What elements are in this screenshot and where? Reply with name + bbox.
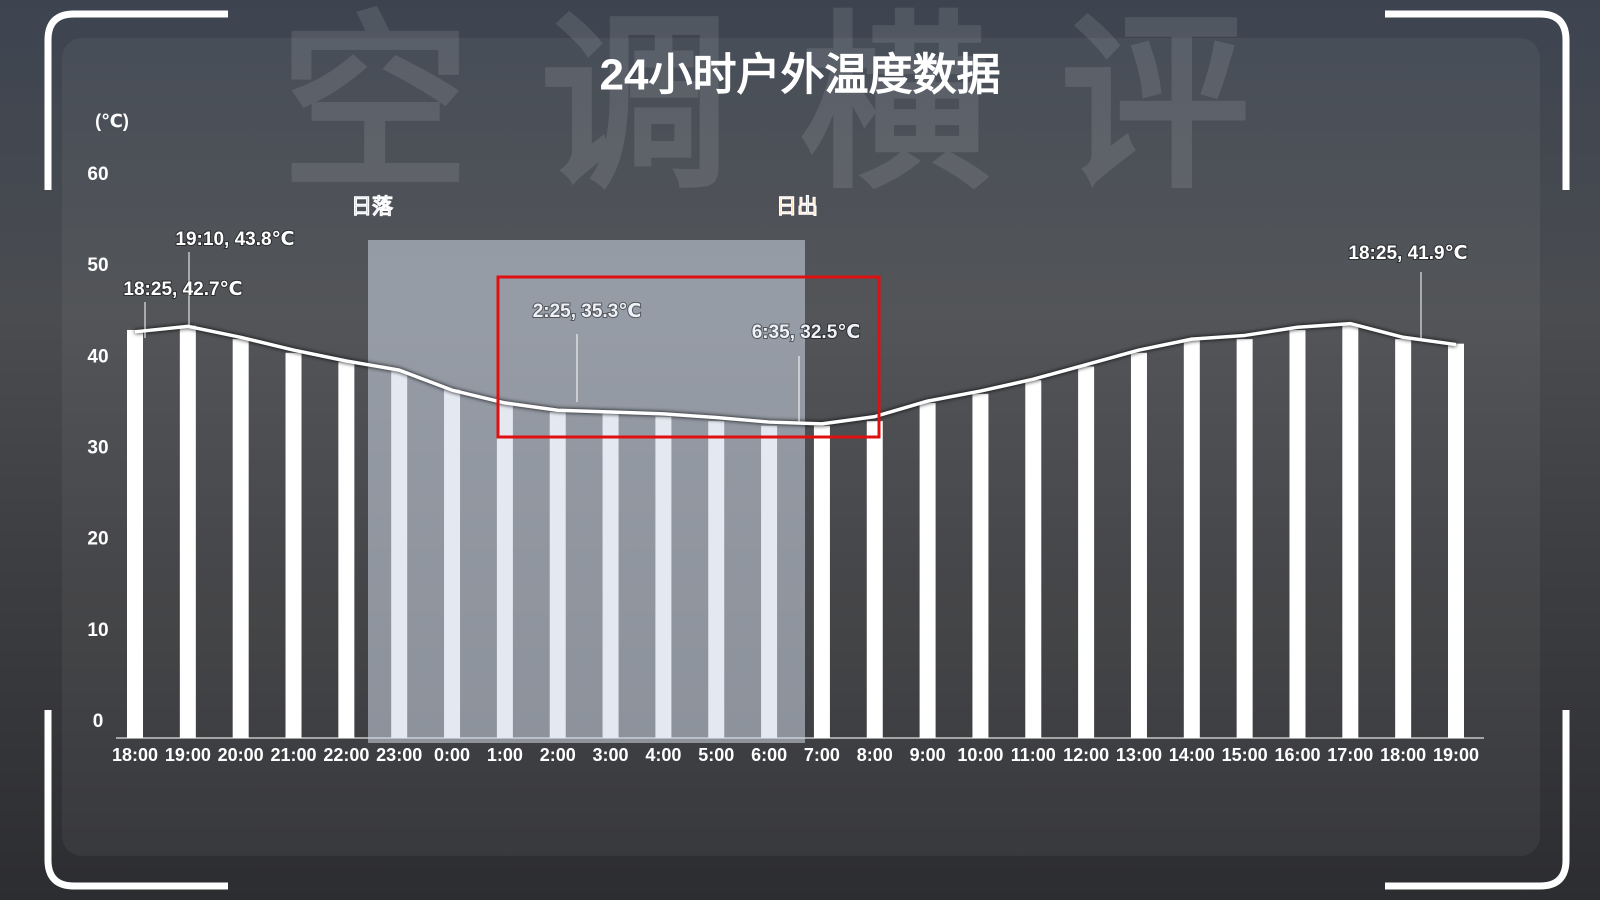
bar xyxy=(1289,329,1306,738)
annotation: 2:25, 35.3℃ xyxy=(533,301,642,322)
chart-title: 24小时户外温度数据 xyxy=(600,51,1001,100)
x-tick-label: 8:00 xyxy=(857,745,893,765)
night-shade xyxy=(368,240,805,743)
bar xyxy=(1078,366,1095,738)
bar xyxy=(1342,325,1359,738)
bar xyxy=(1448,343,1464,738)
highlight-box xyxy=(496,275,881,439)
bar xyxy=(919,402,936,738)
bar xyxy=(813,425,830,738)
y-tick-label: 30 xyxy=(87,438,108,459)
x-tick-label: 11:00 xyxy=(1011,745,1056,765)
x-tick-label: 22:00 xyxy=(323,745,369,765)
y-tick-label: 20 xyxy=(87,529,108,550)
x-tick-label: 18:00 xyxy=(1380,745,1426,765)
x-tick-label: 12:00 xyxy=(1063,745,1109,765)
bar xyxy=(232,339,249,738)
watermark: 空调横评 xyxy=(280,0,1320,211)
x-tick-label: 0:00 xyxy=(434,745,470,765)
x-tick-label: 10:00 xyxy=(957,745,1003,765)
annotation: 18:25, 42.7℃ xyxy=(123,279,242,300)
y-tick-label: 50 xyxy=(87,255,108,276)
bar xyxy=(1236,339,1253,738)
bar xyxy=(866,421,883,738)
x-tick-label: 21:00 xyxy=(270,745,316,765)
x-tick-label: 14:00 xyxy=(1169,745,1215,765)
bar xyxy=(1025,380,1042,738)
bar xyxy=(127,329,143,738)
x-tick-label: 18:00 xyxy=(112,745,158,765)
x-tick-label: 19:00 xyxy=(165,745,211,765)
bar xyxy=(1395,339,1412,738)
x-tick-label: 7:00 xyxy=(804,745,840,765)
x-tick-label: 4:00 xyxy=(645,745,681,765)
bar xyxy=(1130,352,1147,738)
x-tick-label: 9:00 xyxy=(910,745,946,765)
y-tick-label: 10 xyxy=(87,620,108,641)
x-tick-label: 17:00 xyxy=(1327,745,1373,765)
annotation: 18:25, 41.9℃ xyxy=(1348,243,1467,264)
temperature-line xyxy=(134,321,1457,426)
y-tick-label: 0 xyxy=(93,711,104,732)
y-axis-label: (℃) xyxy=(95,111,129,131)
annotation: 6:35, 32.5℃ xyxy=(752,322,861,343)
x-tick-label: 15:00 xyxy=(1222,745,1268,765)
x-tick-label: 20:00 xyxy=(218,745,264,765)
bar xyxy=(338,361,355,738)
sunrise-label: 日出 xyxy=(776,196,818,219)
bar xyxy=(972,393,989,738)
frame-corners xyxy=(44,10,1570,890)
x-tick-label: 23:00 xyxy=(376,745,422,765)
x-tick-label: 19:00 xyxy=(1433,745,1479,765)
y-tick-label: 40 xyxy=(87,346,108,367)
bar xyxy=(1183,339,1200,738)
x-tick-label: 6:00 xyxy=(751,745,787,765)
x-tick-label: 3:00 xyxy=(593,745,629,765)
bar xyxy=(179,325,196,738)
bar xyxy=(285,352,302,738)
y-tick-label: 60 xyxy=(87,164,108,185)
annotation: 19:10, 43.8℃ xyxy=(175,229,294,250)
x-tick-label: 5:00 xyxy=(698,745,734,765)
x-tick-label: 2:00 xyxy=(540,745,576,765)
sunset-label: 日落 xyxy=(351,196,394,219)
x-tick-label: 1:00 xyxy=(487,745,523,765)
x-tick-label: 16:00 xyxy=(1274,745,1320,765)
x-tick-label: 13:00 xyxy=(1116,745,1162,765)
